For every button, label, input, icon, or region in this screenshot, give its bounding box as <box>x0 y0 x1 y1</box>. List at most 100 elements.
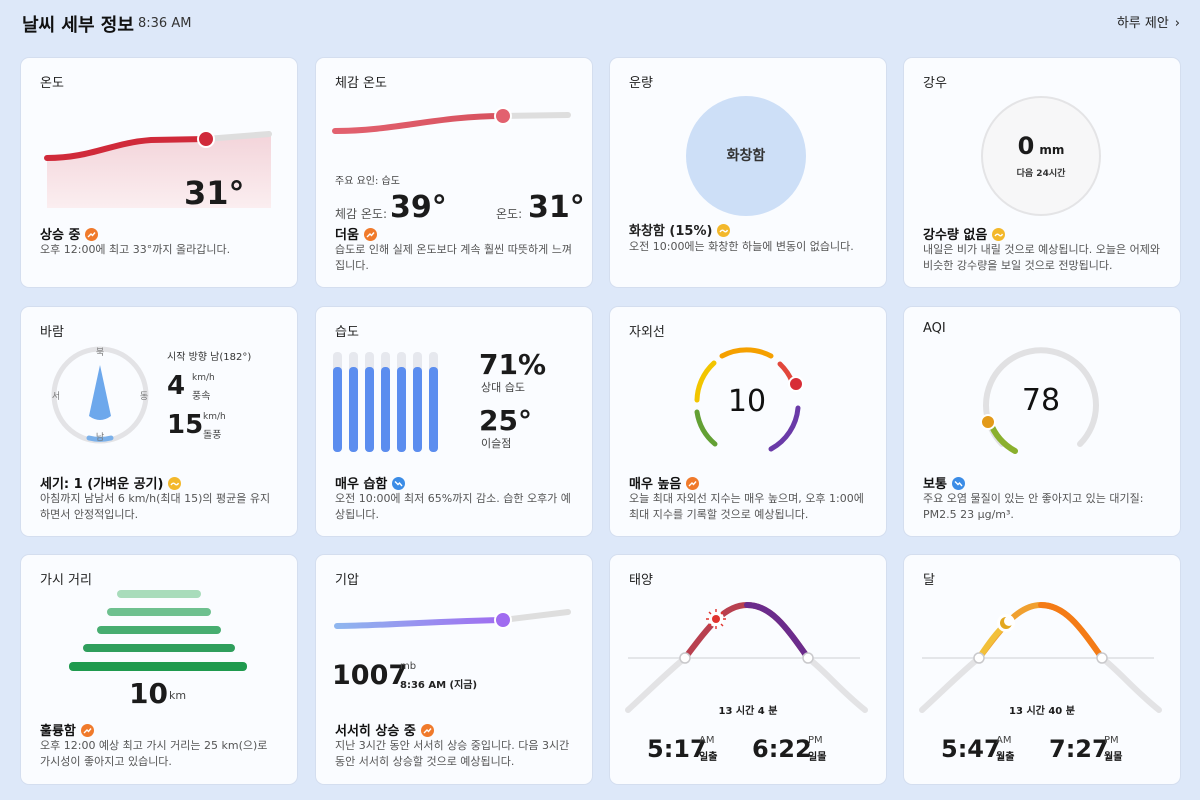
cloud-status: 화창함 (15%) <box>629 220 731 239</box>
card-title: AQI <box>923 321 946 336</box>
humidity-value: 71% <box>479 348 547 381</box>
card-title: 습도 <box>335 325 359 340</box>
chevron-right-icon: › <box>1174 16 1180 31</box>
card-title: 강우 <box>923 76 947 91</box>
temperature-trend-graph <box>44 130 272 208</box>
visibility-value: 10 <box>129 677 168 710</box>
card-title: 태양 <box>629 573 653 588</box>
moon-arc-graph <box>919 601 1162 713</box>
header-bar: 날씨 세부 정보 8:36 AM 하루 제안 › <box>0 0 1200 48</box>
pressure-trend-graph <box>334 609 571 629</box>
compass-north: 북 <box>96 347 104 358</box>
uv-index-card[interactable]: 자외선 10 매우 높음 오늘 최대 자외선 지수는 매우 높으며, 오후 1:… <box>610 307 886 536</box>
humidity-status: 매우 습함 <box>335 473 406 492</box>
daily-suggestion-label: 하루 제안 <box>1116 16 1169 31</box>
cloud-description: 오전 10:00에는 화창한 하늘에 변동이 없습니다. <box>629 240 854 253</box>
humidity-bar-fill <box>381 367 390 452</box>
trend-flat-icon <box>992 228 1006 241</box>
aqi-card[interactable]: AQI 78 보통 주요 오염 물질이 있는 안 좋아지고 있는 대기질: PM… <box>904 307 1180 536</box>
wind-status: 세기: 1 (가벼운 공기) <box>40 473 182 492</box>
temperature-value: 31° <box>184 174 245 212</box>
page-title: 날씨 세부 정보 <box>22 15 134 36</box>
moonrise-label: 월출 <box>996 752 1015 763</box>
compass-east: 동 <box>140 391 148 402</box>
moonset-time: 7:27 <box>1049 735 1109 763</box>
card-title: 달 <box>923 573 935 588</box>
wind-speed-unit: km/h <box>192 373 215 383</box>
cloud-cover-circle <box>686 96 806 216</box>
card-title: 기압 <box>335 573 359 588</box>
humidity-bar-fill <box>365 367 374 452</box>
dew-point-value: 25° <box>479 404 532 437</box>
uv-value: 10 <box>727 384 767 419</box>
sunset-time: 6:22 <box>752 735 812 763</box>
moonrise-time: 5:47 <box>941 735 1001 763</box>
pressure-card[interactable]: 기압 1007 mb 8:36 AM (지금) 서서히 상승 중 지난 3시간 … <box>316 555 592 784</box>
sun-arc-graph <box>625 601 868 713</box>
card-title: 온도 <box>40 76 64 91</box>
temperature-description: 오후 12:00에 최고 33°까지 올라갑니다. <box>40 243 231 256</box>
card-title: 체감 온도 <box>335 76 387 91</box>
humidity-bar-fill <box>349 367 358 452</box>
wind-direction-arrow <box>89 365 111 420</box>
feels-like-description: 습도로 인해 실제 온도보다 계속 훨씬 따뜻하게 느껴집니다. <box>335 243 572 272</box>
pressure-current-marker <box>494 611 512 629</box>
sunrise-label: 일출 <box>699 752 718 763</box>
main-factor: 주요 요인: 습도 <box>335 176 400 187</box>
uv-status: 매우 높음 <box>629 473 700 492</box>
temperature-card[interactable]: 온도 31° 상승 중 오후 12:00에 최고 33°까지 올라갑니다. <box>21 58 297 287</box>
compass-south: 남 <box>96 432 104 443</box>
visibility-status: 훌륭함 <box>40 720 94 739</box>
humidity-label: 상대 습도 <box>481 381 525 394</box>
precipitation-period: 다음 24시간 <box>1016 169 1066 179</box>
feels-like-label: 체감 온도: <box>335 207 388 221</box>
wind-compass: 북 남 동 서 <box>51 346 149 444</box>
pressure-value: 1007 <box>332 660 408 691</box>
feels-like-status: 더움 <box>335 224 377 243</box>
feels-like-trend-graph <box>332 107 571 134</box>
trend-up-icon <box>420 724 434 737</box>
trend-up-icon <box>363 228 377 241</box>
sunrise-time: 5:17 <box>647 735 707 763</box>
temperature-current-marker <box>197 130 215 148</box>
uv-gauge <box>694 347 804 452</box>
pressure-unit: mb <box>400 661 417 672</box>
dew-point-label: 이슬점 <box>481 437 512 450</box>
feels-like-card[interactable]: 체감 온도 주요 요인: 습도 체감 온도: 39° 온도: 31° 더움 습도… <box>316 58 592 287</box>
pressure-time: 8:36 AM (지금) <box>400 680 478 691</box>
card-title: 운량 <box>629 76 653 91</box>
card-title: 바람 <box>40 325 64 340</box>
trend-flat-icon <box>168 477 182 490</box>
actual-temp-value: 31° <box>528 190 585 225</box>
precipitation-circle <box>981 96 1101 216</box>
visibility-description: 오후 12:00 예상 최고 가시 거리는 25 km(으)로 가시성이 좋아지… <box>40 739 268 768</box>
visibility-unit: km <box>169 689 187 702</box>
trend-flat-icon <box>717 224 731 237</box>
aqi-description: 주요 오염 물질이 있는 안 좋아지고 있는 대기질: PM2.5 23 µg/… <box>923 492 1144 521</box>
daily-suggestion-link[interactable]: 하루 제안 › <box>1117 12 1180 31</box>
sun-card[interactable]: 태양 13 시간 4 분 5:17 AM 일출 6:22 PM 일몰 <box>610 555 886 784</box>
cloud-cover-card[interactable]: 운량 화창함 화창함 (15%) 오전 10:00에는 화창한 하늘에 변동이 … <box>610 58 886 287</box>
wind-card[interactable]: 바람 북 남 동 서 시작 방향 남(182°) 4 km/h 풍속 15 km… <box>21 307 297 536</box>
pressure-status: 서서히 상승 중 <box>335 720 434 739</box>
humidity-card[interactable]: 습도 71% 상대 습도 25° 이슬점 매우 습함 오전 10:00에 최저 … <box>316 307 592 536</box>
wind-gust-unit: km/h <box>203 412 226 422</box>
trend-up-icon <box>80 724 94 737</box>
sunrise-ampm: AM <box>699 735 715 746</box>
actual-temp-label: 온도: <box>496 207 523 221</box>
wind-direction-text: 시작 방향 남(182°) <box>167 352 252 363</box>
visibility-bars <box>69 590 247 671</box>
feels-like-current-marker <box>494 107 512 125</box>
humidity-bar-fill <box>413 367 422 452</box>
trend-up-icon <box>686 477 700 490</box>
visibility-card[interactable]: 가시 거리 10 km 훌륭함 오후 12:00 예상 최고 가시 거리는 25… <box>21 555 297 784</box>
precipitation-status: 강수량 없음 <box>923 224 1006 243</box>
pressure-description: 지난 3시간 동안 서서히 상승 중입니다. 다음 3시간 동안 서서히 상승할… <box>335 739 570 768</box>
moon-card[interactable]: 달 13 시간 40 분 5:47 AM 월출 7:27 PM 월몰 <box>904 555 1180 784</box>
feels-like-value: 39° <box>390 190 447 225</box>
trend-down-icon <box>392 477 406 490</box>
uv-current-marker <box>788 376 804 392</box>
precipitation-card[interactable]: 강우 0 mm 다음 24시간 강수량 없음 내일은 비가 내릴 것으로 예상됩… <box>904 58 1180 287</box>
precipitation-amount: 0 mm <box>1017 132 1065 160</box>
uv-description: 오늘 최대 자외선 지수는 매우 높으며, 오후 1:00에 최대 지수를 기록… <box>629 492 864 521</box>
